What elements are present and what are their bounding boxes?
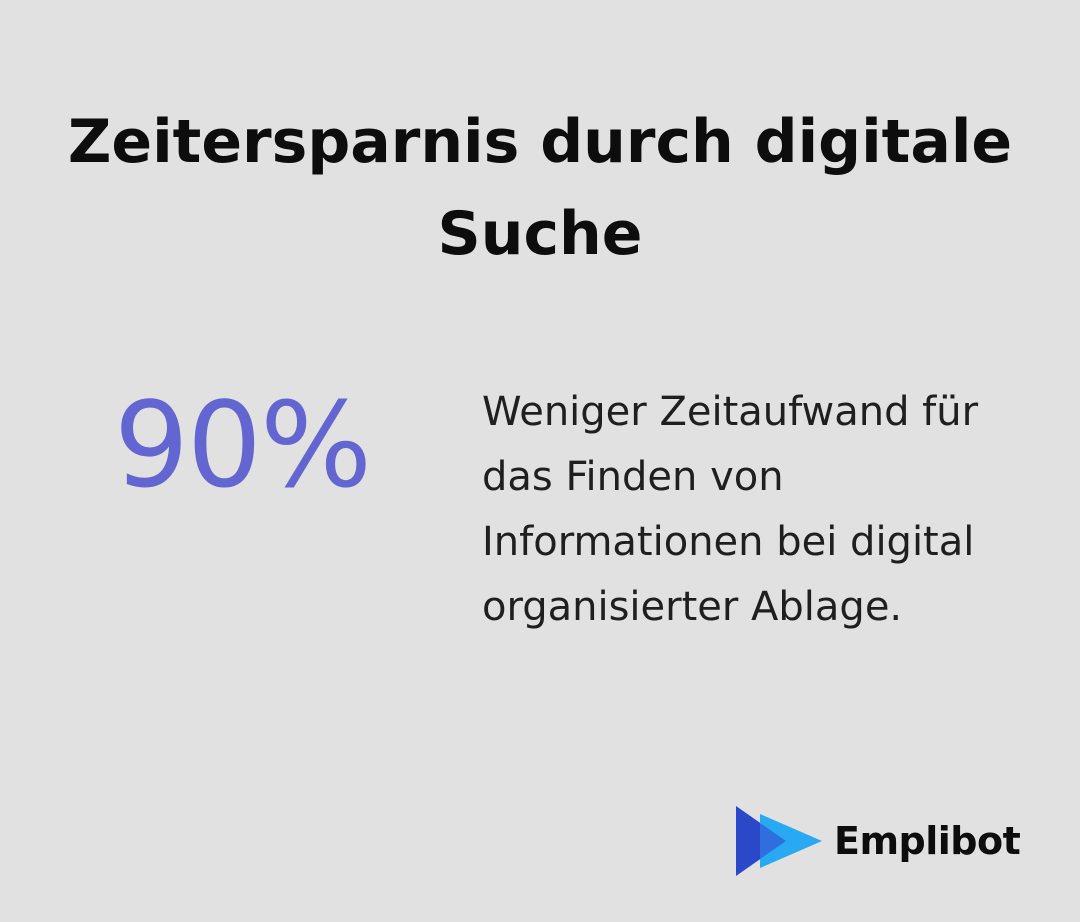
brand-name: Emplibot [834, 819, 1021, 863]
play-arrow-logo-icon [736, 806, 822, 876]
stat-description: Weniger Zeitaufwand für das Finden von I… [482, 389, 979, 630]
page-title: Zeitersparnis durch digitale Suche [67, 107, 1013, 269]
brand-logo: Emplibot [736, 806, 1021, 876]
stat-value: 90% [113, 376, 372, 514]
